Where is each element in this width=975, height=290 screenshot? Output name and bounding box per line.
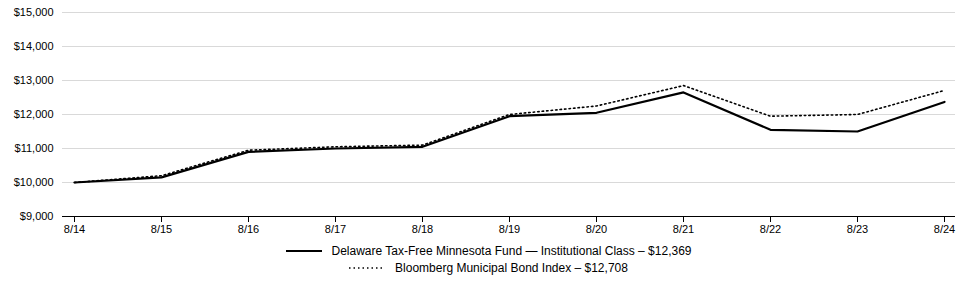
svg-text:$13,000: $13,000 xyxy=(14,74,54,86)
svg-text:$14,000: $14,000 xyxy=(14,40,54,52)
svg-text:8/22: 8/22 xyxy=(760,223,781,235)
svg-text:$12,000: $12,000 xyxy=(14,108,54,120)
svg-text:8/15: 8/15 xyxy=(151,223,172,235)
svg-text:$15,000: $15,000 xyxy=(14,6,54,18)
html-text:Bloomberg Municipal Bond Index: Bloomberg Municipal Bond Index – $12,708 xyxy=(395,261,628,275)
svg-text:8/23: 8/23 xyxy=(847,223,868,235)
svg-text:$9,000: $9,000 xyxy=(20,210,54,222)
svg-text:$11,000: $11,000 xyxy=(15,142,54,154)
svg-text:$10,000: $10,000 xyxy=(14,176,54,188)
svg-text:8/14: 8/14 xyxy=(64,223,85,235)
svg-text:8/17: 8/17 xyxy=(325,223,346,235)
svg-text:8/18: 8/18 xyxy=(412,223,433,235)
svg-text:8/16: 8/16 xyxy=(238,223,259,235)
html-text:Delaware Tax-Free Minnesota Fu: Delaware Tax-Free Minnesota Fund — Insti… xyxy=(331,244,692,258)
svg-text:8/21: 8/21 xyxy=(673,223,694,235)
svg-text:8/20: 8/20 xyxy=(586,223,607,235)
svg-text:8/19: 8/19 xyxy=(499,223,520,235)
svg-text:8/24: 8/24 xyxy=(934,223,955,235)
